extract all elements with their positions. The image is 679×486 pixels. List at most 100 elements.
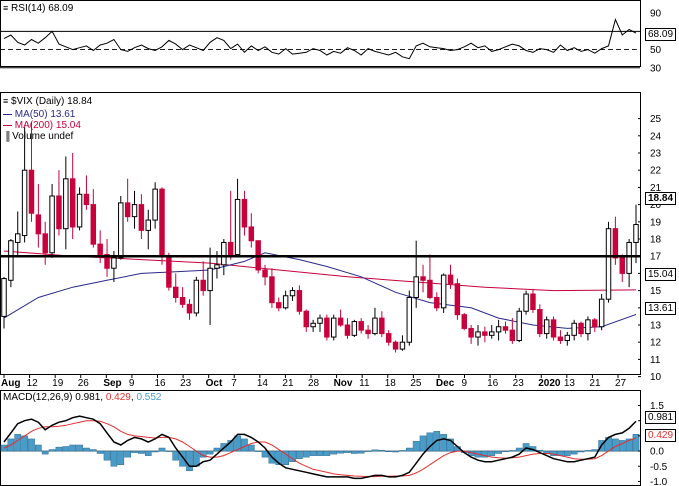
- x-tick-13: 13: [564, 378, 576, 389]
- candle-body: [186, 303, 193, 314]
- rsi-y-axis: 90705030: [650, 9, 662, 75]
- x-tick-14: 14: [257, 378, 269, 389]
- candle-body: [413, 276, 419, 298]
- candle-body: [454, 283, 461, 316]
- candle: [392, 340, 399, 353]
- macd-legend-prefix: MACD(12,26,9): [3, 392, 73, 403]
- candle: [324, 314, 330, 341]
- candle: [131, 190, 138, 229]
- macd-histogram-bar: [330, 450, 338, 455]
- candle: [56, 170, 62, 236]
- x-tick-23: 23: [180, 378, 192, 389]
- candle: [15, 211, 21, 257]
- macd-tick--1.0: -1.0: [650, 477, 668, 486]
- candle: [365, 325, 371, 339]
- candle-body: [612, 228, 619, 259]
- candle-body: [633, 224, 639, 243]
- macd-histogram-bar: [481, 450, 489, 458]
- candle: [427, 254, 433, 300]
- candle: [63, 156, 69, 250]
- candle: [543, 316, 550, 339]
- candle-body: [8, 240, 14, 281]
- candle: [159, 187, 165, 265]
- candle-body: [571, 322, 577, 336]
- price-tick-25: 25: [650, 114, 662, 125]
- macd-histogram-bar: [563, 450, 571, 456]
- candle: [207, 247, 213, 325]
- macd-histogram-bar: [55, 446, 63, 452]
- candle-body: [564, 334, 571, 341]
- x-tick-28: 28: [308, 378, 320, 389]
- candle: [550, 316, 557, 341]
- macd-histogram-bar: [412, 441, 420, 452]
- candle-body: [489, 331, 495, 336]
- price-tick-21: 21: [650, 183, 662, 194]
- macd-histogram-bar: [151, 450, 159, 453]
- macd-histogram-bar: [117, 450, 125, 465]
- candle-body: [28, 169, 35, 214]
- x-tick-9: 9: [462, 378, 468, 389]
- candle: [619, 254, 625, 282]
- candle: [571, 319, 577, 341]
- x-tick-21: 21: [589, 378, 601, 389]
- price-tick-18: 18: [650, 235, 662, 246]
- candle: [468, 325, 474, 344]
- candle-body: [550, 319, 557, 338]
- candle: [49, 183, 55, 258]
- x-tick-18: 18: [385, 378, 397, 389]
- macd-histogram-bar: [206, 450, 214, 455]
- candle: [166, 252, 172, 291]
- candle: [358, 318, 364, 334]
- candle-body: [234, 198, 241, 255]
- candle-body: [331, 317, 337, 338]
- macd-histogram-bar: [584, 450, 592, 452]
- candle-body: [475, 331, 481, 338]
- candle: [248, 213, 255, 248]
- candle-body: [193, 279, 200, 314]
- candle: [227, 190, 234, 260]
- macd-histogram-bar: [405, 447, 413, 452]
- candle-body: [303, 310, 309, 328]
- candle: [344, 318, 351, 339]
- candle-body: [495, 326, 502, 333]
- candle-body: [21, 169, 28, 237]
- candle-body: [557, 336, 564, 341]
- candle-body: [598, 298, 605, 328]
- candle: [234, 178, 241, 257]
- candle-body: [337, 317, 344, 326]
- macd-histogram-bar: [316, 450, 324, 456]
- ma50-legend: MA(50) 13.61: [3, 109, 75, 120]
- x-tick-26: 26: [78, 378, 90, 389]
- price-y-axis: 10111213141516171819202122232425: [638, 114, 662, 383]
- macd-histogram-bar: [103, 450, 111, 461]
- candle-body: [104, 253, 110, 269]
- candle-body: [221, 241, 227, 266]
- candle-body: [530, 293, 536, 311]
- macd-histogram-bar: [131, 450, 138, 453]
- candle: [186, 299, 193, 320]
- macd-histogram-bar: [515, 447, 523, 452]
- candle: [406, 290, 413, 346]
- candle-body: [97, 243, 103, 255]
- macd-histogram-bar: [351, 450, 358, 454]
- candle-body: [468, 327, 474, 338]
- price-tick-13: 13: [650, 321, 662, 332]
- macd-histogram-bar: [426, 432, 434, 452]
- candle: [502, 321, 509, 334]
- macd-histogram-bar: [632, 434, 640, 452]
- ma200-legend: MA(200) 15.04: [3, 120, 81, 131]
- candle: [138, 194, 145, 239]
- macd-signal-line: [3, 420, 637, 478]
- candle: [331, 314, 337, 341]
- candle-body: [516, 310, 522, 341]
- x-tick-Oct: Oct: [206, 378, 223, 389]
- macd-histogram-bar: [165, 450, 173, 452]
- candle-body: [392, 341, 399, 350]
- macd-histogram-bar: [124, 450, 131, 458]
- macd-histogram-bar: [247, 444, 255, 452]
- candle-body: [365, 329, 371, 335]
- candle-body: [262, 269, 268, 278]
- candle: [564, 331, 571, 346]
- candle-body: [420, 276, 426, 281]
- candle: [145, 209, 151, 250]
